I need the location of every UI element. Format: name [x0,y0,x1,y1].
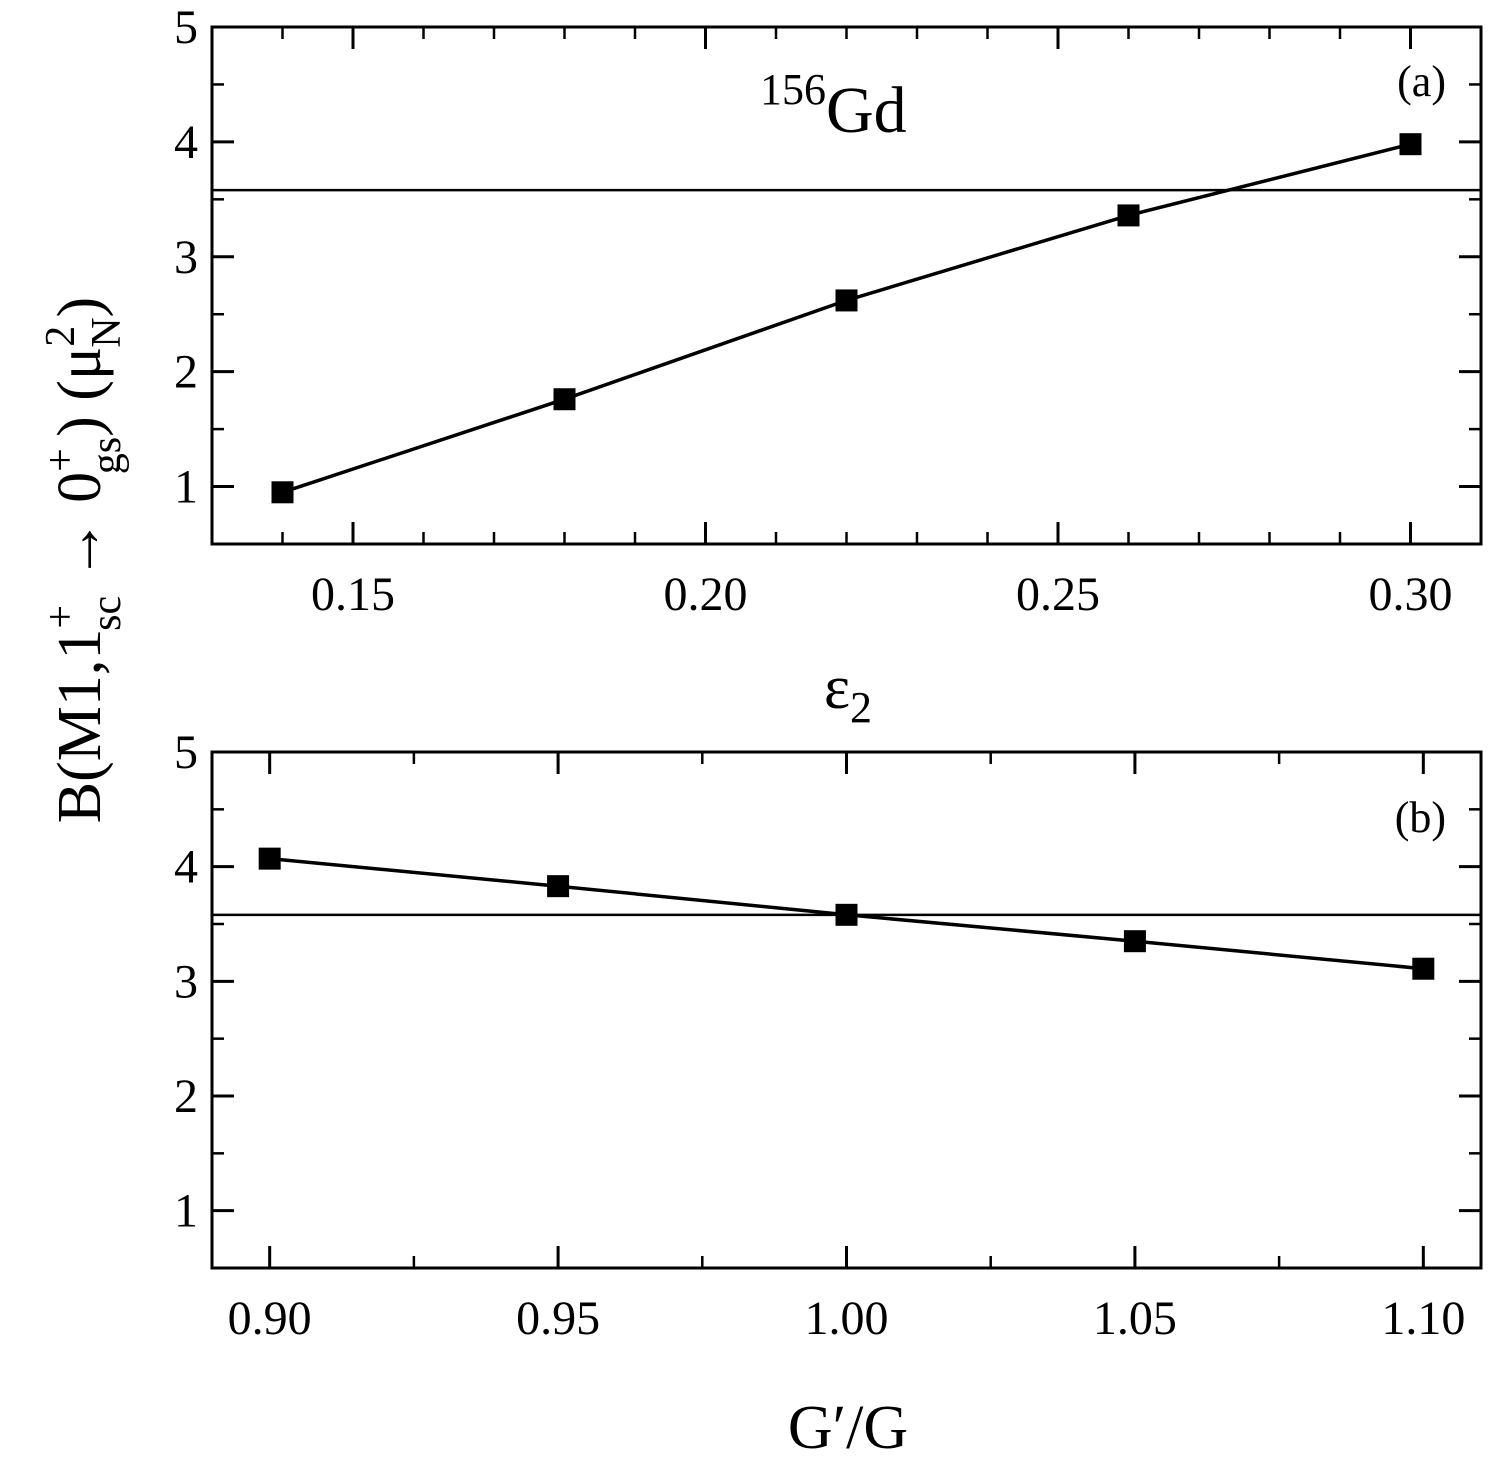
panel-a: 1 2 3 4 5 0.15 0.20 0.25 0.30 [174,1,1483,621]
x-tick-label: 1.05 [1093,1292,1177,1345]
data-point [271,481,294,504]
y-title-sup1: + [38,605,84,629]
panel-b: 1 2 3 4 5 0.90 0.95 1.00 1.05 1.10 [174,726,1483,1345]
x-tick-label: 0.30 [1369,568,1453,621]
data-point [835,289,858,312]
x-tick-label: 0.95 [516,1292,600,1345]
y-title-sub3: N [84,317,130,347]
x-tick-label: 1.00 [805,1292,889,1345]
data-point [835,903,858,926]
y-tick-label: 3 [174,231,198,284]
series-line [281,142,1411,494]
x-tick-label: 0.15 [311,568,395,621]
y-title-arrow: → 0 [46,472,114,596]
y-title-end: ) [46,297,114,318]
y-title-sub1: sc [84,596,130,631]
y-tick-label: 1 [174,461,198,514]
data-point [1399,133,1422,156]
isotope-annotation: 156Gd [760,65,907,147]
x-tick-label: 0.90 [228,1292,312,1345]
panel-b-label: (b) [1395,793,1446,842]
data-point [1412,957,1435,980]
y-tick-label: 2 [174,346,198,399]
y-title-close: ) (μ [46,347,114,437]
panel-a-label: (a) [1397,57,1446,106]
panel-b-xlabel: G′/G [788,1394,908,1457]
panel-b-frame [210,750,1483,1270]
data-point [547,875,570,898]
y-axis-title: B(M1,1+sc → 0+gs) (μ2N) [38,297,130,823]
data-point [258,847,281,870]
y-title-sup2: + [38,448,84,472]
x-tick-label: 1.10 [1381,1292,1465,1345]
panel-a-xlabel-sub: 2 [850,683,872,732]
isotope-element: Gd [826,74,907,147]
y-tick-label: 3 [174,955,198,1008]
y-tick-label: 2 [174,1070,198,1123]
panel-a-xlabel: ε2 [824,654,872,732]
y-title-sup3: 2 [38,326,84,347]
y-tick-label: 5 [174,726,198,779]
y-title-sub2: gs [84,437,130,474]
data-point [1117,204,1140,227]
x-tick-label: 0.25 [1016,568,1100,621]
y-tick-label: 4 [174,841,198,894]
isotope-mass: 156 [760,65,826,114]
y-tick-label: 5 [174,1,198,54]
y-tick-label: 4 [174,116,198,169]
data-point [1123,930,1146,953]
y-tick-label: 1 [174,1185,198,1238]
y-title-main: B(M1,1 [46,629,114,824]
data-point [553,388,576,411]
x-tick-label: 0.20 [664,568,748,621]
panel-a-xlabel-main: ε [824,654,850,722]
